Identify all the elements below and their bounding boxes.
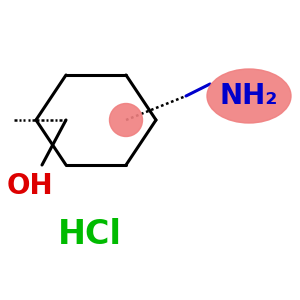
Ellipse shape <box>110 103 142 136</box>
Text: NH₂: NH₂ <box>220 82 278 110</box>
Text: OH: OH <box>7 172 53 200</box>
Ellipse shape <box>207 69 291 123</box>
Text: HCl: HCl <box>58 218 122 250</box>
